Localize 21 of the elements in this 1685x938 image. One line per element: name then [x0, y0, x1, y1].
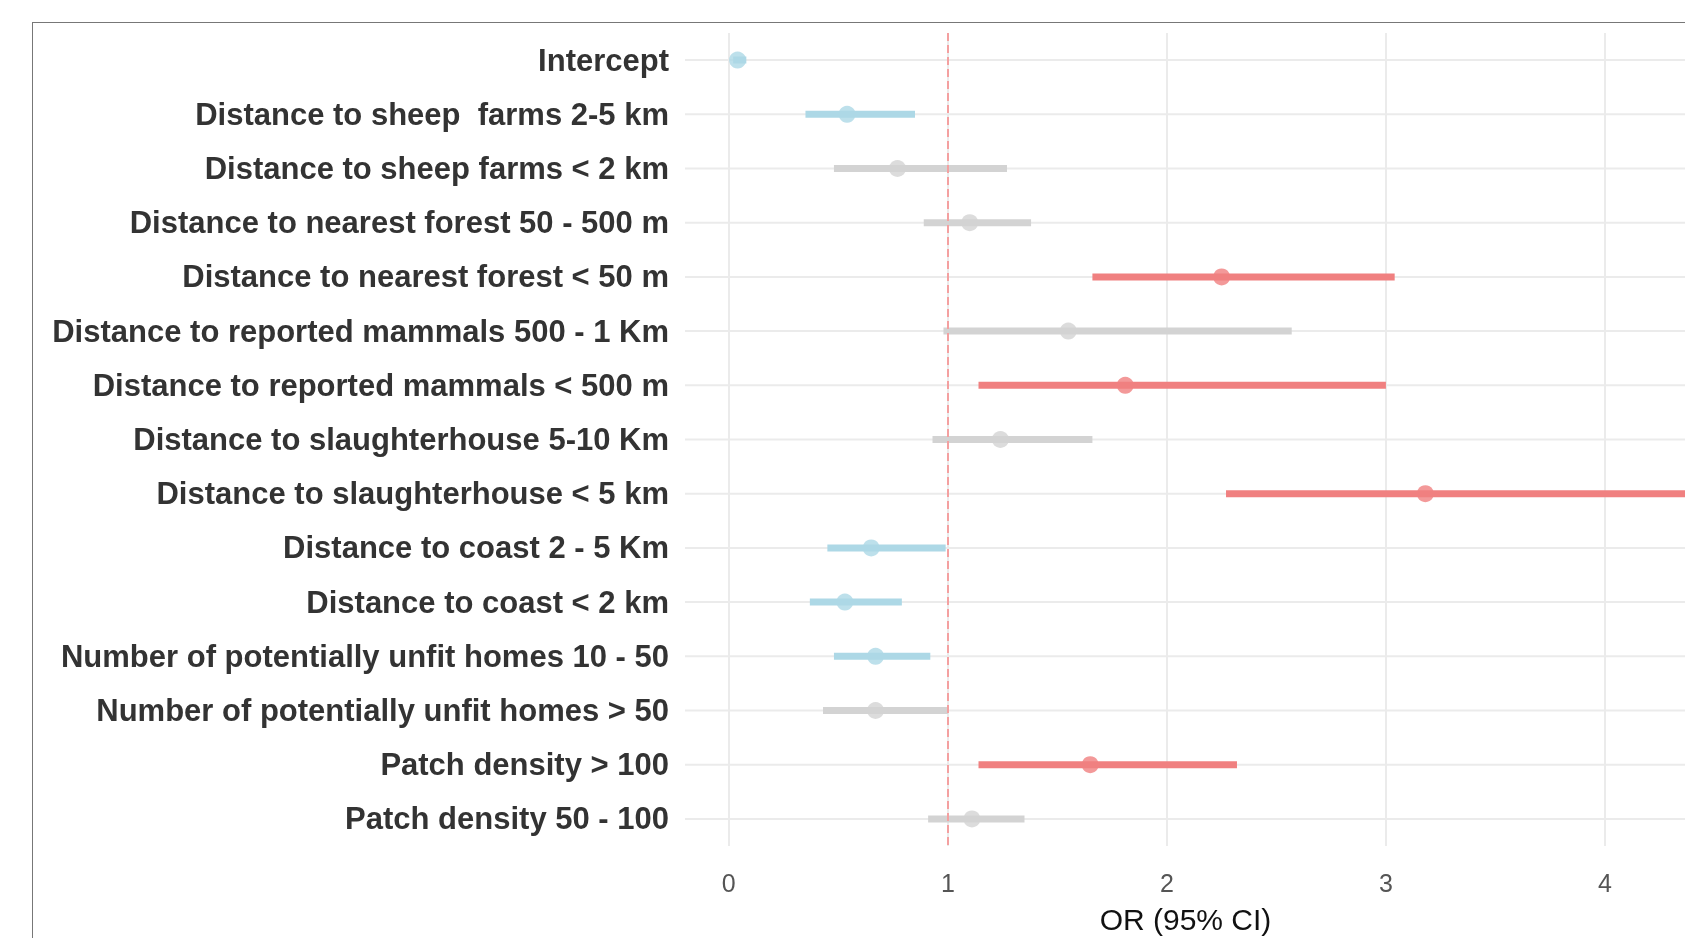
x-tick-label: 0: [721, 868, 736, 897]
y-tick-label: Distance to slaughterhouse 5-10 Km: [133, 422, 669, 457]
y-tick-label: Distance to coast < 2 km: [306, 584, 669, 620]
y-tick-label: Distance to reported mammals 500 - 1 Km: [52, 313, 669, 349]
y-tick-label: Distance to reported mammals < 500 m: [92, 367, 669, 403]
x-tick-label: 4: [1598, 868, 1612, 897]
y-tick-label: Distance to slaughterhouse < 5 km: [156, 476, 669, 512]
y-tick-label: Distance to sheep farms < 2 km: [204, 151, 669, 186]
x-tick-label: 2: [1159, 868, 1174, 897]
y-tick-label: Distance to sheep farms 2-5 km: [195, 96, 669, 132]
y-tick-label: Distance to nearest forest < 50 m: [182, 259, 669, 295]
y-tick-label: Distance to nearest forest 50 - 500 m: [129, 205, 669, 241]
y-tick-label: Number of potentially unfit homes > 50: [96, 693, 669, 728]
x-tick-label: 3: [1378, 868, 1393, 897]
y-tick-label: Distance to coast 2 - 5 Km: [283, 530, 669, 566]
y-tick-label: Number of potentially unfit homes 10 - 50: [60, 638, 669, 674]
y-tick-label: Patch density 50 - 100: [345, 801, 669, 837]
x-axis-title: OR (95% CI): [1099, 902, 1272, 936]
y-tick-label: Intercept: [538, 42, 669, 78]
y-tick-label: Patch density > 100: [380, 747, 669, 783]
x-tick-label: 1: [940, 868, 955, 897]
